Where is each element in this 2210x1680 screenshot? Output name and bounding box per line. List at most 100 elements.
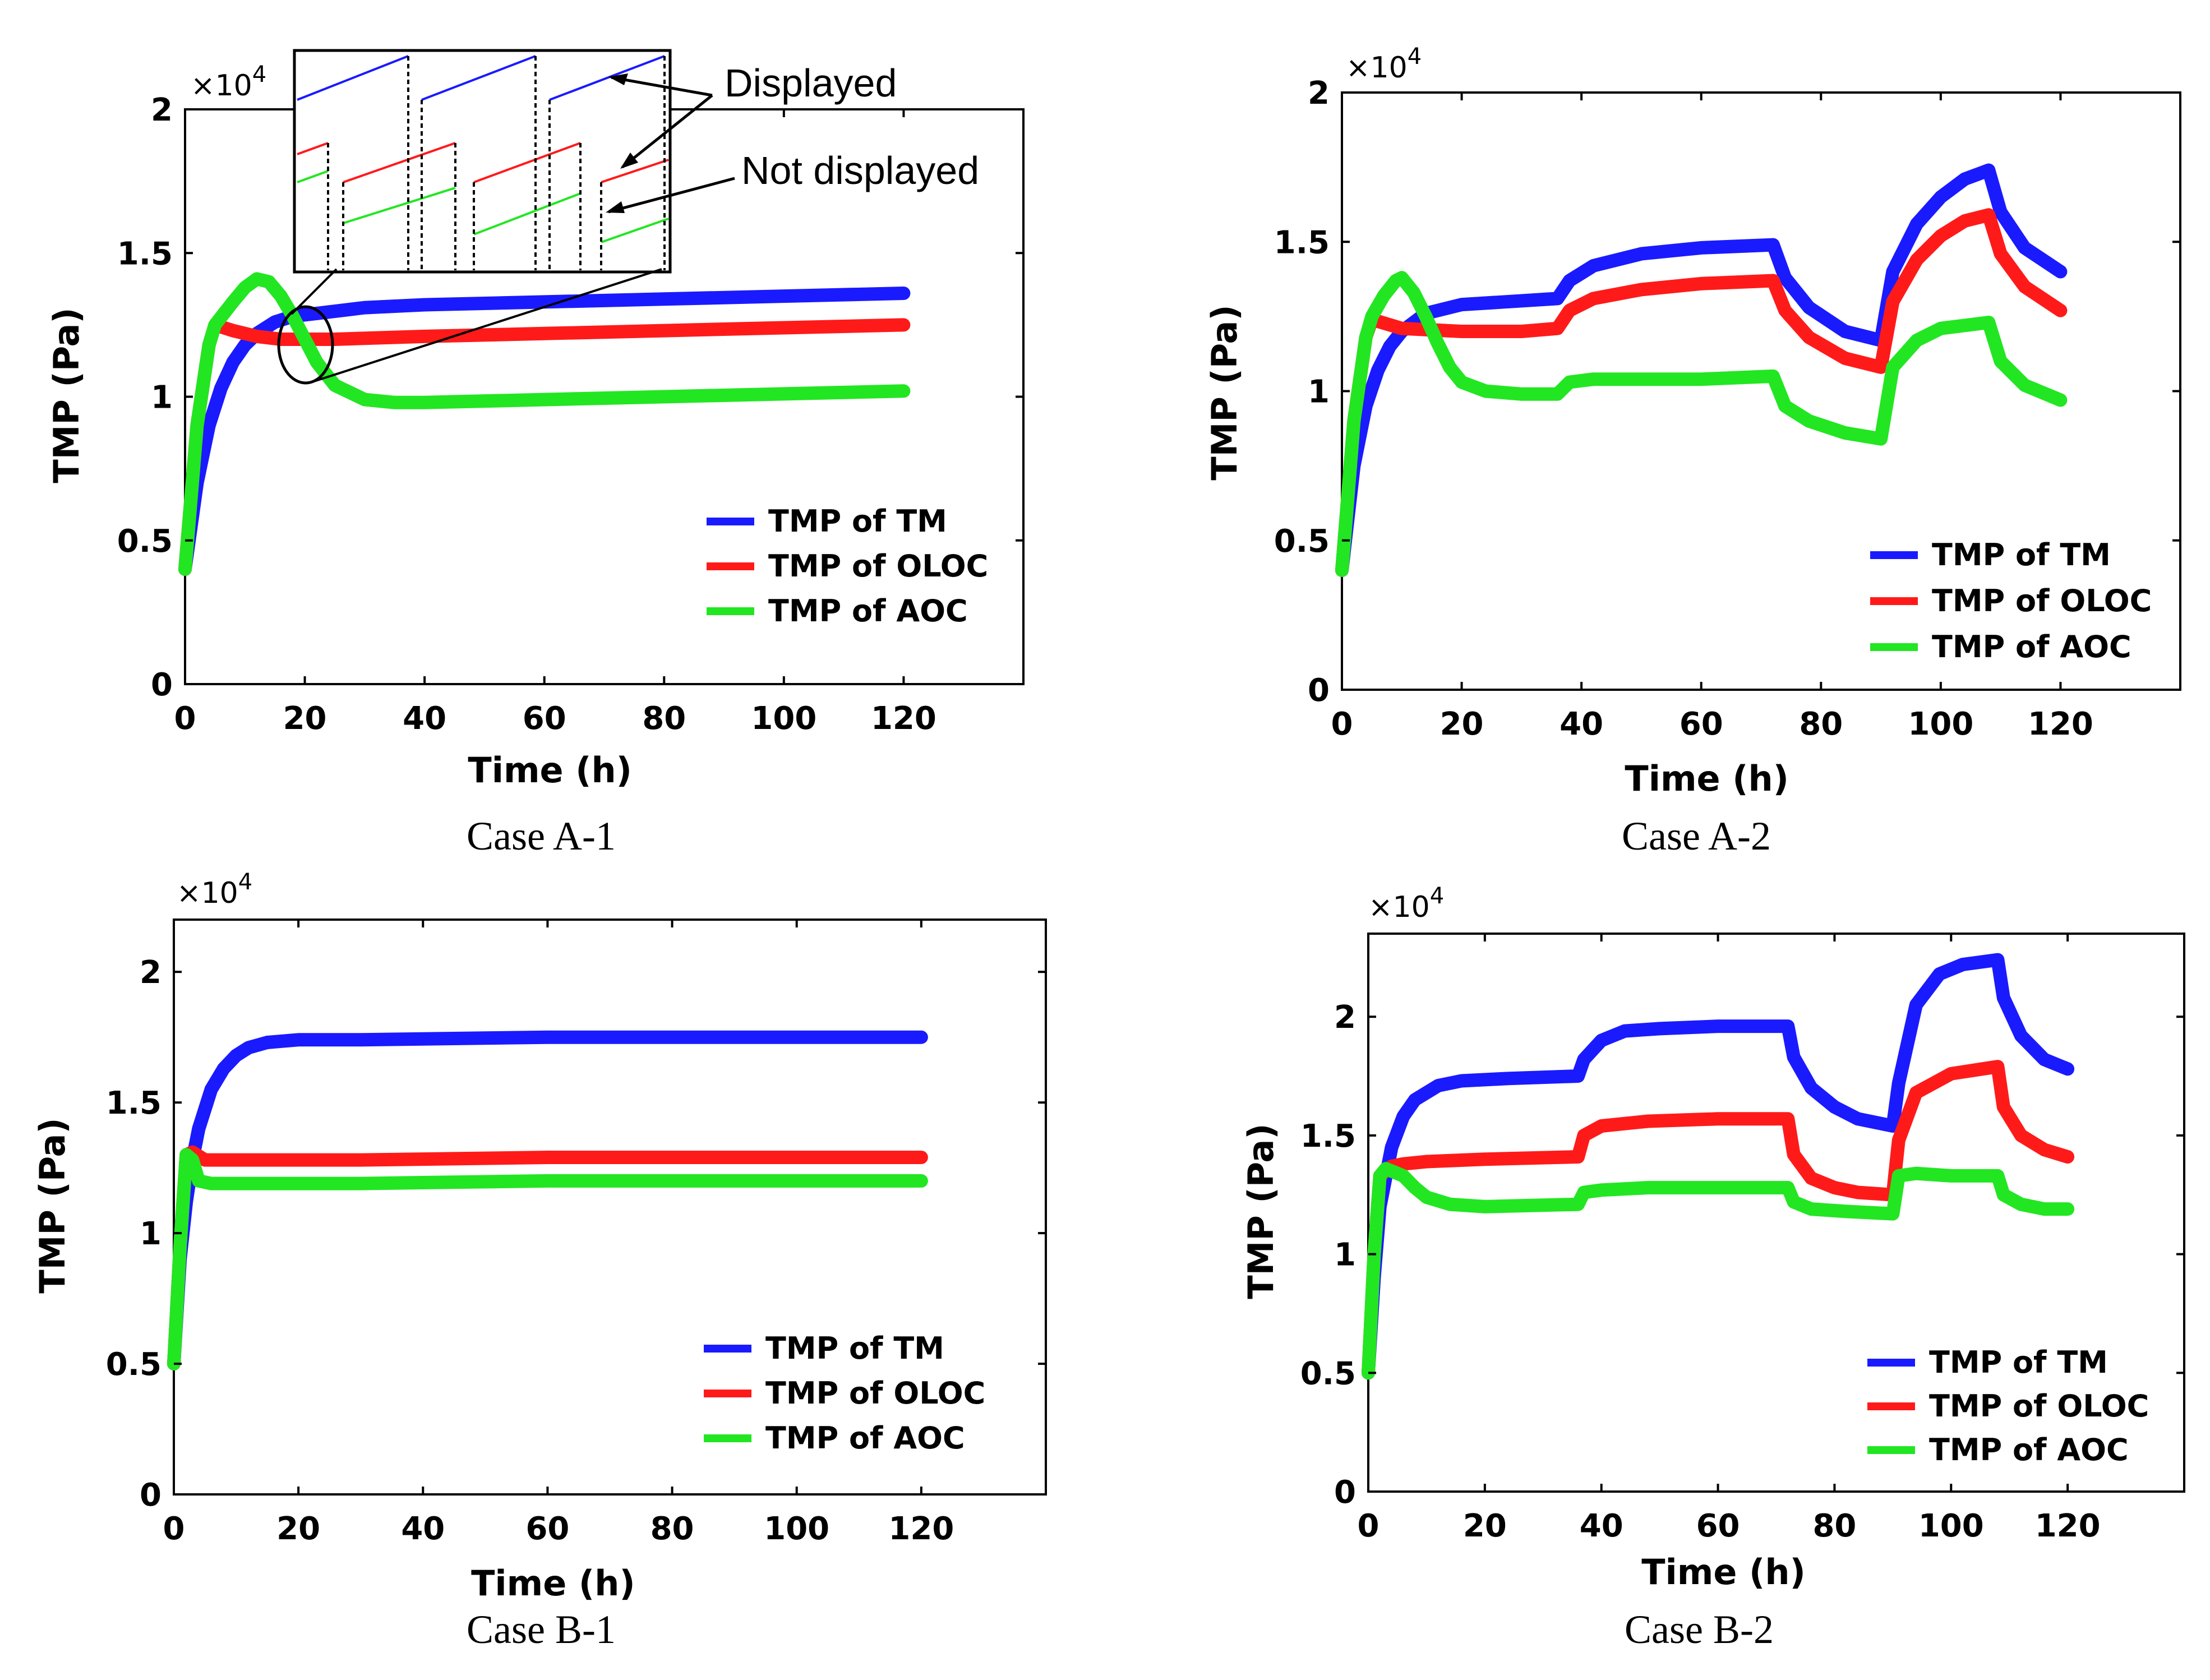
y-tick-label: 0 bbox=[1334, 1474, 1356, 1511]
y-tick-label: 1.5 bbox=[106, 1085, 162, 1121]
y-exponent-label: ×104 bbox=[1346, 44, 1422, 85]
y-axis-label: TMP (Pa) bbox=[1240, 1123, 1281, 1299]
x-tick-label: 100 bbox=[751, 700, 816, 737]
series-line-tmp-of-tm bbox=[1335, 163, 2068, 577]
y-tick-label: 0 bbox=[1308, 672, 1330, 709]
y-axis-label: TMP (Pa) bbox=[46, 307, 87, 483]
x-tick-label: 0 bbox=[1331, 706, 1353, 742]
x-tick-label: 120 bbox=[2028, 706, 2093, 742]
series-line-tmp-of-aoc bbox=[1335, 271, 2068, 577]
x-tick-label: 20 bbox=[276, 1511, 320, 1547]
x-tick-label: 60 bbox=[1696, 1508, 1740, 1544]
x-axis-label: Time (h) bbox=[1641, 1552, 1806, 1593]
legend-label: TMP of AOC bbox=[768, 593, 968, 629]
x-tick-label: 40 bbox=[1560, 706, 1603, 742]
x-tick-label: 20 bbox=[1463, 1508, 1507, 1544]
legend-label: TMP of TM bbox=[768, 504, 947, 539]
zoom-connector-top bbox=[290, 268, 338, 315]
legend-label: TMP of OLOC bbox=[768, 548, 988, 584]
y-tick-label: 0.5 bbox=[1300, 1355, 1356, 1392]
y-tick-label: 1 bbox=[140, 1216, 162, 1252]
panel-case-b2: 0 20 40 60 80 100 120 0 0.5 1 1.5 2 ×104 Time (h) TMP … bbox=[1240, 883, 2185, 1652]
y-tick-label: 2 bbox=[151, 92, 173, 128]
x-tick-label: 40 bbox=[1580, 1508, 1623, 1544]
panel-caption: Case B-1 bbox=[467, 1607, 616, 1652]
annotation-arrows bbox=[608, 76, 735, 214]
y-tick-label: 1 bbox=[1334, 1237, 1356, 1273]
y-axis-label: TMP (Pa) bbox=[1204, 304, 1245, 480]
x-tick-label: 80 bbox=[1799, 706, 1843, 742]
x-tick-label: 80 bbox=[642, 700, 686, 737]
x-tick-label: 120 bbox=[888, 1511, 954, 1547]
x-tick-label: 40 bbox=[401, 1511, 445, 1547]
y-tick-label: 0.5 bbox=[106, 1346, 162, 1383]
x-axis-label: Time (h) bbox=[468, 750, 632, 791]
x-tick-label: 80 bbox=[650, 1511, 694, 1547]
inset-zoom bbox=[277, 49, 672, 385]
panel-case-b1: 0 20 40 60 80 100 120 0 0.5 1 1.5 2 ×104 Time (h) TMP … bbox=[32, 869, 1047, 1652]
y-exponent-label: ×104 bbox=[177, 869, 252, 910]
legend-label: TMP of TM bbox=[765, 1331, 944, 1366]
legend-label: TMP of OLOC bbox=[765, 1376, 985, 1411]
annotation-arrowheads bbox=[606, 73, 638, 213]
x-tick-label: 80 bbox=[1812, 1508, 1856, 1544]
x-tick-label: 0 bbox=[1358, 1508, 1379, 1544]
y-tick-label: 2 bbox=[1334, 999, 1356, 1036]
inset-drop-lines bbox=[327, 56, 666, 270]
y-tick-label: 1 bbox=[1308, 374, 1330, 410]
x-tick-label: 60 bbox=[523, 700, 566, 737]
inset-green-sawtooth bbox=[297, 170, 669, 243]
x-tick-label: 100 bbox=[764, 1511, 829, 1547]
y-exponent-label: ×104 bbox=[191, 62, 266, 103]
y-tick-label: 0.5 bbox=[117, 523, 173, 560]
y-tick-label: 1 bbox=[151, 380, 173, 416]
y-axis-label: TMP (Pa) bbox=[32, 1118, 73, 1293]
x-tick-label: 0 bbox=[163, 1511, 185, 1547]
annotation-displayed: Displayed bbox=[725, 61, 897, 105]
y-exponent-label: ×104 bbox=[1368, 883, 1444, 924]
zoom-connector-bottom bbox=[313, 268, 662, 382]
x-tick-label: 0 bbox=[174, 700, 196, 737]
inset-red-sawtooth bbox=[297, 142, 669, 183]
legend-label: TMP of OLOC bbox=[1929, 1388, 2149, 1424]
y-tick-label: 1.5 bbox=[1300, 1118, 1356, 1155]
series-line-tmp-of-oloc bbox=[1335, 208, 2068, 577]
x-axis-label: Time (h) bbox=[1625, 758, 1789, 799]
series-line-tmp-of-aoc bbox=[1362, 1162, 2075, 1380]
series-line-tmp-of-aoc bbox=[178, 272, 911, 576]
zoom-ellipse bbox=[277, 305, 334, 385]
series-line-tmp-of-oloc bbox=[1362, 1060, 2075, 1380]
annotation-not-displayed: Not displayed bbox=[741, 149, 979, 192]
panel-case-a2: 0 20 40 60 80 100 120 0 0.5 1 1.5 2 ×104 Time (h) TMP … bbox=[1204, 44, 2181, 859]
legend-label: TMP of AOC bbox=[1929, 1432, 2129, 1467]
y-tick-label: 0.5 bbox=[1274, 523, 1330, 560]
x-axis-label: Time (h) bbox=[471, 1563, 635, 1604]
panel-caption: Case A-2 bbox=[1622, 814, 1771, 859]
x-tick-label: 20 bbox=[1440, 706, 1484, 742]
series-line-tmp-of-aoc bbox=[167, 1148, 928, 1370]
panel-caption: Case A-1 bbox=[467, 814, 616, 859]
x-tick-label: 100 bbox=[1908, 706, 1973, 742]
legend-label: TMP of TM bbox=[1929, 1345, 2108, 1380]
plot-area bbox=[173, 919, 1047, 1496]
y-tick-label: 1.5 bbox=[117, 236, 173, 272]
y-tick-label: 0 bbox=[140, 1477, 162, 1513]
inset-blue-sawtooth bbox=[297, 55, 665, 101]
y-tick-label: 0 bbox=[151, 667, 173, 703]
x-tick-label: 120 bbox=[871, 700, 936, 737]
x-tick-label: 60 bbox=[525, 1511, 569, 1547]
x-tick-label: 100 bbox=[1918, 1508, 1984, 1544]
x-tick-label: 40 bbox=[403, 700, 446, 737]
legend-label: TMP of OLOC bbox=[1932, 583, 2152, 619]
inset-frame bbox=[293, 49, 672, 274]
x-tick-label: 120 bbox=[2035, 1508, 2101, 1544]
legend-label: TMP of AOC bbox=[1932, 629, 2131, 664]
x-tick-label: 20 bbox=[283, 700, 327, 737]
legend-label: TMP of TM bbox=[1932, 537, 2111, 573]
y-tick-label: 1.5 bbox=[1274, 224, 1330, 261]
legend-label: TMP of AOC bbox=[765, 1420, 965, 1456]
x-tick-label: 60 bbox=[1680, 706, 1723, 742]
y-tick-label: 2 bbox=[1308, 75, 1330, 112]
panel-caption: Case B-2 bbox=[1625, 1607, 1774, 1652]
